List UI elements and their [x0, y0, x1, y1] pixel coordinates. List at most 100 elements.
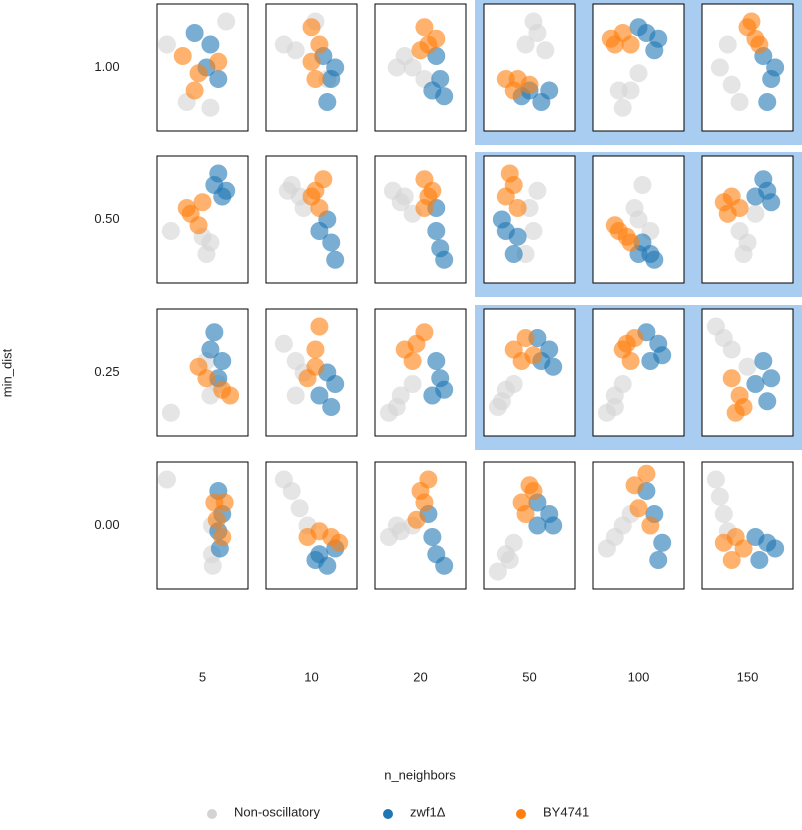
point — [508, 227, 527, 246]
legend-label: Non-oscillatory — [234, 804, 320, 819]
point — [209, 52, 228, 71]
panel — [592, 461, 685, 590]
panel — [483, 155, 576, 284]
point — [544, 516, 563, 535]
point — [766, 58, 785, 77]
point — [157, 35, 176, 54]
point — [629, 64, 648, 83]
point — [500, 551, 519, 569]
point — [641, 352, 660, 370]
point — [201, 98, 220, 117]
point — [601, 29, 620, 48]
point — [496, 187, 515, 206]
point — [387, 398, 406, 416]
point — [706, 470, 725, 489]
point — [157, 470, 176, 489]
panel — [701, 461, 794, 590]
point — [201, 340, 220, 359]
point — [617, 334, 636, 353]
point — [274, 334, 293, 353]
point — [649, 551, 668, 569]
point — [318, 93, 337, 111]
legend-label: zwf1Δ — [410, 804, 446, 819]
point — [500, 164, 519, 183]
point — [330, 533, 349, 552]
point — [504, 245, 523, 263]
panel — [265, 461, 358, 590]
legend-marker — [383, 809, 393, 819]
point — [641, 516, 660, 535]
point — [645, 250, 664, 269]
point — [637, 464, 656, 483]
point — [415, 323, 434, 342]
point — [217, 181, 236, 200]
point — [508, 199, 527, 217]
point — [633, 176, 652, 194]
point — [516, 329, 535, 347]
point — [427, 29, 446, 48]
point — [710, 58, 729, 77]
panel — [156, 461, 249, 590]
point — [435, 250, 454, 269]
panel — [592, 308, 685, 437]
point — [754, 352, 773, 370]
point — [217, 12, 236, 31]
point — [746, 204, 765, 223]
point — [177, 199, 196, 217]
point — [403, 375, 422, 393]
point — [391, 193, 410, 212]
panel — [592, 3, 685, 132]
point — [221, 386, 240, 405]
panel — [701, 155, 794, 284]
point — [310, 317, 329, 336]
panel — [156, 3, 249, 132]
point — [746, 375, 765, 393]
point — [726, 403, 745, 422]
point — [629, 499, 648, 518]
point — [512, 352, 531, 370]
point — [407, 510, 426, 529]
point — [730, 93, 749, 111]
point — [207, 510, 226, 529]
point — [435, 556, 454, 575]
point — [423, 528, 442, 546]
panel — [374, 155, 467, 284]
point — [742, 12, 761, 31]
point — [722, 75, 741, 94]
point — [718, 204, 737, 223]
point — [161, 403, 180, 422]
point — [209, 164, 228, 183]
point — [193, 193, 212, 212]
point — [415, 493, 434, 512]
point — [722, 340, 741, 359]
panel — [374, 308, 467, 437]
point — [488, 562, 507, 581]
point — [738, 233, 757, 252]
point — [750, 35, 769, 54]
point — [427, 222, 446, 240]
point — [411, 41, 430, 60]
point — [302, 18, 321, 37]
row-label: 0.50 — [94, 211, 119, 226]
point — [625, 476, 644, 495]
point — [205, 323, 224, 342]
point — [306, 551, 325, 569]
point — [734, 539, 753, 558]
point — [326, 250, 345, 269]
point — [621, 233, 640, 252]
panel — [374, 461, 467, 590]
point — [310, 35, 329, 54]
point — [738, 357, 757, 376]
panel — [374, 3, 467, 132]
column-label: 5 — [199, 669, 206, 684]
point — [504, 375, 523, 393]
point — [520, 75, 539, 94]
legend-marker — [516, 809, 526, 819]
row-label: 0.00 — [94, 517, 119, 532]
point — [197, 369, 216, 388]
point — [645, 41, 664, 60]
point — [213, 352, 232, 370]
point — [326, 375, 345, 393]
panel-frame — [701, 155, 794, 284]
